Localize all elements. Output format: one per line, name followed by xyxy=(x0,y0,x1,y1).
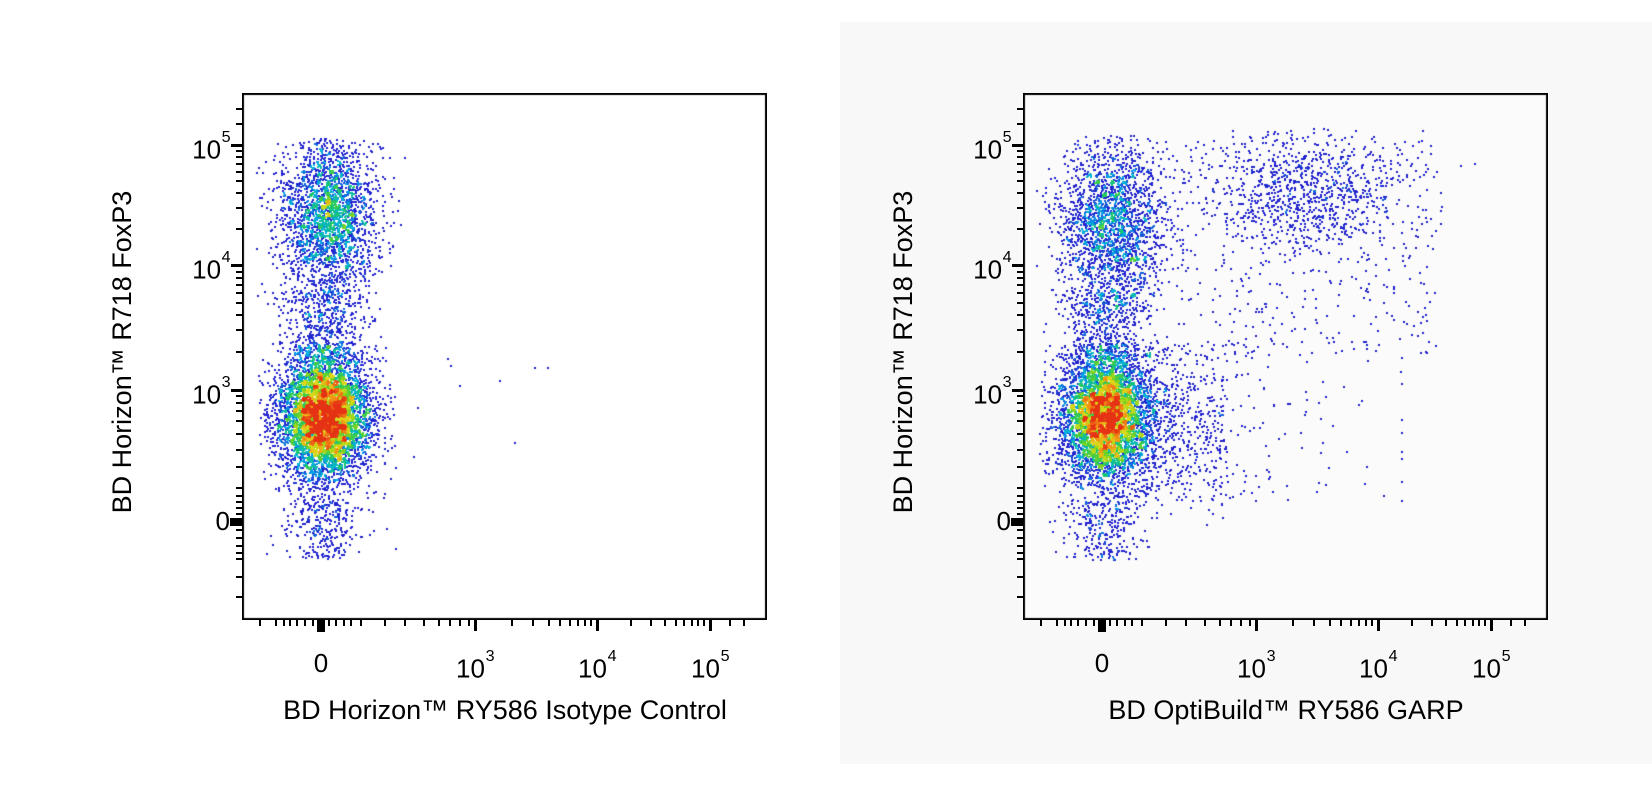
y-axis-tick xyxy=(236,163,242,165)
x-axis-tick xyxy=(650,620,652,626)
x-axis-tick xyxy=(343,620,345,626)
y-axis-tick xyxy=(236,108,242,110)
x-axis-tick xyxy=(559,620,561,626)
y-axis-title-left: BD Horizon™ R718 FoxP3 xyxy=(107,190,137,514)
x-axis-tick xyxy=(259,620,261,626)
x-axis-tick xyxy=(548,620,550,626)
x-axis-tick xyxy=(289,620,291,626)
x-axis-tick xyxy=(317,620,325,632)
y-axis-tick xyxy=(236,513,242,515)
y-axis-tick xyxy=(236,351,242,353)
y-axis-tick xyxy=(236,466,242,468)
x-axis-tick xyxy=(474,620,477,631)
y-axis-tick xyxy=(236,558,242,560)
y-axis-tick xyxy=(236,449,242,451)
x-axis-tick xyxy=(449,620,451,626)
y-tick-label: 104 xyxy=(192,247,231,285)
x-axis-tick xyxy=(511,620,513,626)
x-axis-tick xyxy=(683,620,685,626)
x-axis-tick xyxy=(691,620,693,626)
x-tick-label: 104 xyxy=(578,646,617,684)
x-axis-tick xyxy=(664,620,666,626)
x-axis-tick xyxy=(532,620,534,626)
x-axis-tick xyxy=(350,620,352,626)
x-axis-tick xyxy=(630,620,632,626)
y-axis-tick xyxy=(231,144,242,147)
y-axis-tick xyxy=(236,192,242,194)
y-axis-tick xyxy=(236,420,242,422)
x-axis-tick xyxy=(584,620,586,626)
x-axis-tick xyxy=(743,620,745,626)
y-tick-label: 103 xyxy=(192,372,231,410)
y-axis-tick xyxy=(230,518,242,526)
y-axis-tick xyxy=(236,150,242,152)
x-axis-tick xyxy=(703,620,705,626)
y-axis-tick xyxy=(236,123,242,125)
x-tick-label: 103 xyxy=(456,646,495,684)
y-axis-tick xyxy=(236,271,242,273)
y-tick-label: 105 xyxy=(192,127,231,165)
y-axis-tick xyxy=(236,284,242,286)
y-tick-label: 0 xyxy=(215,506,230,536)
y-axis-tick xyxy=(236,433,242,435)
y-axis-tick xyxy=(236,302,242,304)
y-axis-tick xyxy=(236,529,242,531)
x-axis-tick xyxy=(384,620,386,626)
x-axis-tick xyxy=(312,620,314,626)
x-axis-tick xyxy=(283,620,285,626)
y-axis-tick xyxy=(236,277,242,279)
y-axis-tick xyxy=(236,228,242,230)
x-axis-tick xyxy=(404,620,406,626)
x-axis-tick xyxy=(468,620,470,626)
x-axis-tick xyxy=(459,620,461,626)
x-axis-tick xyxy=(697,620,699,626)
y-axis-tick xyxy=(236,487,242,489)
y-axis-tick xyxy=(236,171,242,173)
y-axis-tick xyxy=(236,329,242,331)
y-axis-tick xyxy=(236,402,242,404)
x-tick-label: 105 xyxy=(691,646,730,684)
y-axis-tick xyxy=(236,207,242,209)
x-axis-tick xyxy=(438,620,440,626)
x-axis-tick xyxy=(296,620,298,626)
y-axis-tick xyxy=(236,314,242,316)
right-panel-background xyxy=(840,22,1652,764)
y-axis-tick xyxy=(236,495,242,497)
y-axis-tick xyxy=(236,501,242,503)
y-axis-tick xyxy=(236,545,242,547)
x-axis-tick xyxy=(729,620,731,626)
y-axis-tick xyxy=(236,596,242,598)
x-axis-tick xyxy=(675,620,677,626)
x-axis-tick xyxy=(709,620,712,631)
x-axis-tick xyxy=(569,620,571,626)
y-axis-tick xyxy=(236,410,242,412)
x-axis-tick xyxy=(360,620,362,626)
y-axis-tick xyxy=(236,507,242,509)
y-axis-tick xyxy=(236,180,242,182)
x-axis-tick xyxy=(275,620,277,626)
x-axis-tick xyxy=(423,620,425,626)
y-axis-tick xyxy=(231,389,242,392)
x-axis-tick xyxy=(328,620,330,626)
y-axis-tick xyxy=(231,264,242,267)
x-axis-tick xyxy=(304,620,306,626)
y-axis-tick xyxy=(236,292,242,294)
x-axis-tick xyxy=(335,620,337,626)
y-axis-tick xyxy=(236,552,242,554)
y-axis-tick xyxy=(236,395,242,397)
x-axis-title-isotype: BD Horizon™ RY586 Isotype Control xyxy=(283,695,727,725)
scatter-canvas-isotype xyxy=(242,93,767,620)
y-axis-tick xyxy=(236,537,242,539)
x-axis-tick xyxy=(590,620,592,626)
y-axis-tick xyxy=(236,156,242,158)
x-tick-label: 0 xyxy=(313,648,329,678)
x-axis-tick xyxy=(577,620,579,626)
y-axis-tick xyxy=(236,576,242,578)
x-axis-tick xyxy=(596,620,599,631)
